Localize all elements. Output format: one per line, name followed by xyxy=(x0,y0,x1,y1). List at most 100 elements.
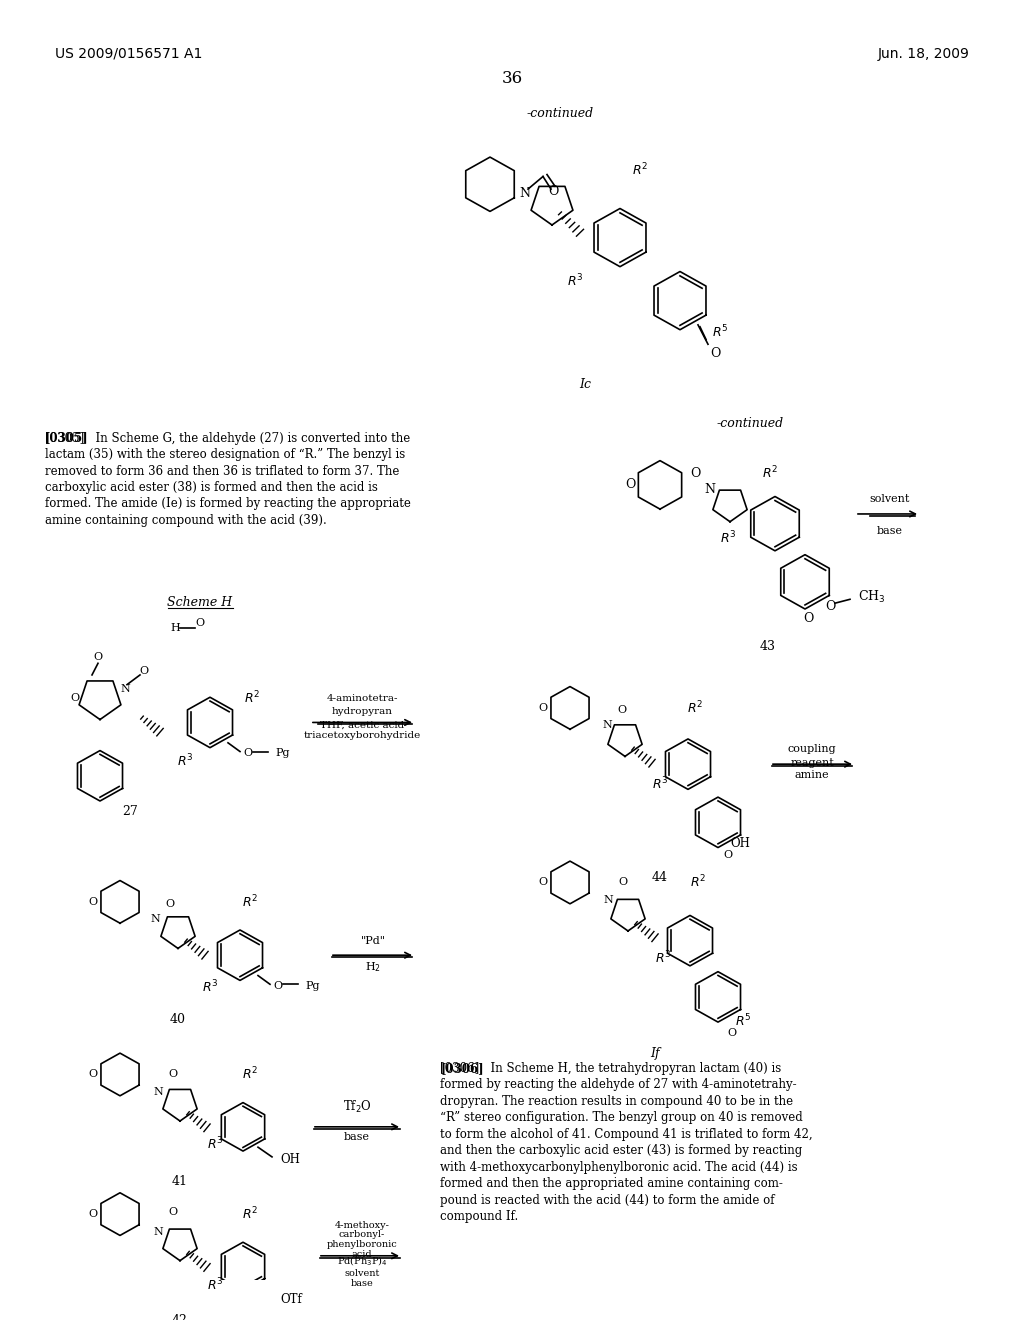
Text: $R^2$: $R^2$ xyxy=(690,874,707,891)
Text: $R^3$: $R^3$ xyxy=(177,752,194,770)
Text: THF, acetic acid: THF, acetic acid xyxy=(319,721,404,729)
Text: O: O xyxy=(539,878,548,887)
Text: and then the carboxylic acid ester (43) is formed by reacting: and then the carboxylic acid ester (43) … xyxy=(440,1144,802,1158)
Text: 41: 41 xyxy=(172,1175,188,1188)
Text: $R^2$: $R^2$ xyxy=(242,1205,258,1222)
Text: N: N xyxy=(154,1086,163,1097)
Text: solvent: solvent xyxy=(869,494,910,504)
Text: phenylboronic: phenylboronic xyxy=(327,1239,397,1249)
Text: CH$_3$: CH$_3$ xyxy=(858,589,886,606)
Text: "Pd": "Pd" xyxy=(360,936,385,946)
Text: N: N xyxy=(151,915,160,924)
Text: O: O xyxy=(88,896,97,907)
Text: formed by reacting the aldehyde of 27 with 4-aminotetrahy-: formed by reacting the aldehyde of 27 wi… xyxy=(440,1078,797,1092)
Text: hydropyran: hydropyran xyxy=(332,706,392,715)
Text: Pg: Pg xyxy=(275,748,290,759)
Text: $R^2$: $R^2$ xyxy=(687,700,703,717)
Text: $R^3$: $R^3$ xyxy=(567,273,584,289)
Text: -continued: -continued xyxy=(526,107,594,120)
Text: N: N xyxy=(705,483,716,496)
Text: $R^2$: $R^2$ xyxy=(762,465,778,482)
Text: Ic: Ic xyxy=(579,379,591,391)
Text: N: N xyxy=(602,721,612,730)
Text: O: O xyxy=(244,748,253,759)
Text: 27: 27 xyxy=(122,805,138,818)
Text: H: H xyxy=(170,623,180,634)
Text: O: O xyxy=(168,1069,177,1080)
Text: triacetoxyborohydride: triacetoxyborohydride xyxy=(303,731,421,741)
Text: O: O xyxy=(625,478,635,491)
Text: Jun. 18, 2009: Jun. 18, 2009 xyxy=(879,46,970,61)
Text: O: O xyxy=(196,618,205,627)
Text: O: O xyxy=(723,850,732,861)
Text: O: O xyxy=(168,1208,177,1217)
Text: amine: amine xyxy=(795,770,829,780)
Text: Pg: Pg xyxy=(305,981,319,991)
Text: If: If xyxy=(650,1047,659,1060)
Text: [0306]: [0306] xyxy=(440,1061,483,1074)
Text: OH: OH xyxy=(280,1154,300,1167)
Text: 43: 43 xyxy=(760,640,776,653)
Text: dropyran. The reaction results in compound 40 to be in the: dropyran. The reaction results in compou… xyxy=(440,1094,794,1107)
Text: [0305]: [0305] xyxy=(45,432,89,445)
Text: O: O xyxy=(548,185,558,198)
Text: reagent: reagent xyxy=(791,758,834,768)
Text: $R^3$: $R^3$ xyxy=(652,775,669,792)
Text: removed to form 36 and then 36 is triflated to form 37. The: removed to form 36 and then 36 is trifla… xyxy=(45,465,399,478)
Text: H$_2$: H$_2$ xyxy=(365,960,381,974)
Text: N: N xyxy=(603,895,613,906)
Text: $R^3$: $R^3$ xyxy=(202,979,218,995)
Text: O: O xyxy=(690,467,700,479)
Text: -continued: -continued xyxy=(717,417,783,430)
Text: N: N xyxy=(120,684,130,693)
Text: 36: 36 xyxy=(502,70,522,87)
Text: $R^3$: $R^3$ xyxy=(207,1276,223,1294)
Text: formed. The amide (Ie) is formed by reacting the appropriate: formed. The amide (Ie) is formed by reac… xyxy=(45,498,411,511)
Text: $R^5$: $R^5$ xyxy=(712,323,728,341)
Text: Tf$_2$O: Tf$_2$O xyxy=(343,1100,372,1115)
Text: O: O xyxy=(803,612,813,626)
Text: N: N xyxy=(154,1226,163,1237)
Text: amine containing compound with the acid (39).: amine containing compound with the acid … xyxy=(45,513,327,527)
Text: 40: 40 xyxy=(170,1014,186,1027)
Text: O: O xyxy=(93,652,102,663)
Text: [0305]   In Scheme G, the aldehyde (27) is converted into the: [0305] In Scheme G, the aldehyde (27) is… xyxy=(45,432,411,445)
Text: coupling: coupling xyxy=(787,744,837,755)
Text: O: O xyxy=(727,1028,736,1038)
Text: 4-aminotetra-: 4-aminotetra- xyxy=(327,694,397,704)
Text: pound is reacted with the acid (44) to form the amide of: pound is reacted with the acid (44) to f… xyxy=(440,1193,774,1206)
Text: compound If.: compound If. xyxy=(440,1210,518,1224)
Text: O: O xyxy=(88,1069,97,1080)
Text: Pd(Ph$_3$P)$_4$: Pd(Ph$_3$P)$_4$ xyxy=(337,1255,387,1269)
Text: $R^2$: $R^2$ xyxy=(242,1067,258,1082)
Text: to form the alcohol of 41. Compound 41 is triflated to form 42,: to form the alcohol of 41. Compound 41 i… xyxy=(440,1127,813,1140)
Text: $R^2$: $R^2$ xyxy=(244,690,260,706)
Text: 42: 42 xyxy=(172,1313,188,1320)
Text: O: O xyxy=(88,1209,97,1220)
Text: Scheme H: Scheme H xyxy=(168,597,232,610)
Text: [0306]   In Scheme H, the tetrahydropyran lactam (40) is: [0306] In Scheme H, the tetrahydropyran … xyxy=(440,1061,781,1074)
Text: $R^2$: $R^2$ xyxy=(632,161,648,178)
Text: O: O xyxy=(710,347,720,360)
Text: 44: 44 xyxy=(652,871,668,884)
Text: OTf: OTf xyxy=(280,1294,302,1305)
Text: formed and then the appropriated amine containing com-: formed and then the appropriated amine c… xyxy=(440,1177,783,1191)
Text: O: O xyxy=(139,667,148,676)
Text: OH: OH xyxy=(730,837,750,850)
Text: solvent: solvent xyxy=(344,1269,380,1278)
Text: N: N xyxy=(519,187,530,201)
Text: acid: acid xyxy=(351,1250,373,1259)
Text: O: O xyxy=(618,878,628,887)
Text: 4-methoxy-: 4-methoxy- xyxy=(335,1221,389,1230)
Text: base: base xyxy=(350,1279,374,1288)
Text: with 4-methoxycarbonylphenylboronic acid. The acid (44) is: with 4-methoxycarbonylphenylboronic acid… xyxy=(440,1160,798,1173)
Text: O: O xyxy=(824,599,836,612)
Text: “R” stereo configuration. The benzyl group on 40 is removed: “R” stereo configuration. The benzyl gro… xyxy=(440,1111,803,1125)
Text: base: base xyxy=(877,525,903,536)
Text: O: O xyxy=(617,705,627,715)
Text: O: O xyxy=(71,693,80,704)
Text: $R^5$: $R^5$ xyxy=(735,1012,752,1030)
Text: carbonyl-: carbonyl- xyxy=(339,1230,385,1239)
Text: $R^2$: $R^2$ xyxy=(242,894,258,911)
Text: carboxylic acid ester (38) is formed and then the acid is: carboxylic acid ester (38) is formed and… xyxy=(45,480,378,494)
